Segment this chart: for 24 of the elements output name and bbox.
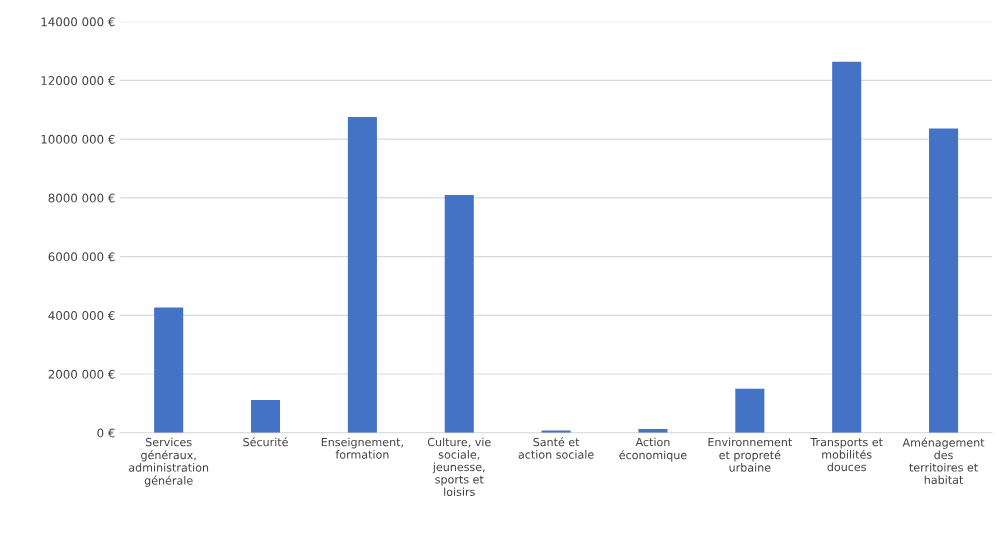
- x-tick-label: Santé et action sociale: [518, 437, 594, 459]
- bar: [832, 61, 862, 433]
- x-tick-label: Transports et mobilités douces: [810, 438, 883, 472]
- x-tick-label: Culture, vie sociale, jeunesse, sports et loisirs: [427, 437, 491, 497]
- x-tick-label: Action économique: [619, 437, 687, 462]
- bar: [929, 128, 959, 433]
- x-tick-label: Aménagement des territoires et habitat: [902, 437, 985, 485]
- y-tick-label: 8000 000 €: [48, 193, 115, 203]
- y-tick-label: 10000 000 €: [41, 134, 115, 144]
- y-tick-label: 6000 000 €: [48, 252, 115, 262]
- bar: [444, 194, 474, 433]
- y-tick-label: 12000 000 €: [41, 76, 115, 86]
- bar: [251, 399, 281, 433]
- x-tick-label: Services généraux, administration générale: [128, 437, 209, 487]
- bar: [735, 388, 765, 433]
- bar: [154, 307, 184, 433]
- x-tick-label: Enseignement, formation: [321, 437, 403, 459]
- y-tick-label: 14000 000 €: [41, 17, 115, 27]
- y-tick-label: 4000 000 €: [48, 311, 115, 320]
- y-tick-label: 0 €: [97, 428, 115, 438]
- x-tick-label: Sécurité: [243, 437, 288, 447]
- y-tick-label: 2000 000 €: [48, 369, 115, 379]
- bar: [347, 117, 377, 433]
- x-tick-label: Environnement et propreté urbaine: [708, 437, 792, 472]
